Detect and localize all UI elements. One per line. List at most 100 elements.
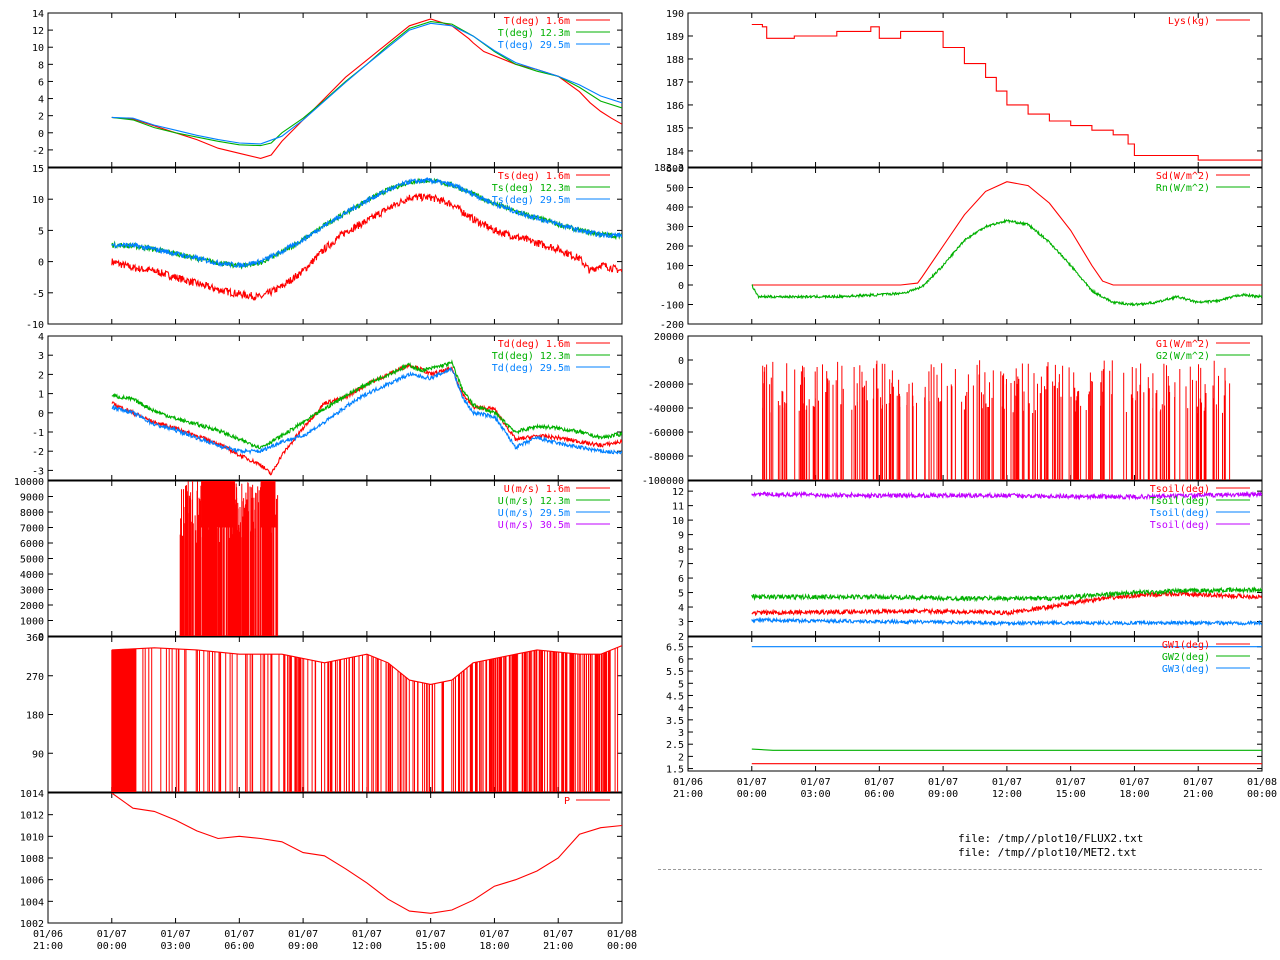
- panel-lys: 183.3 184 185 186 187 188 189 190 Lys(kg): [654, 9, 1263, 174]
- y-tick-label: 7: [678, 560, 684, 571]
- y-tick-label: -5: [32, 289, 44, 300]
- x-tick-label-time: 00:00: [1247, 789, 1277, 800]
- y-tick-label: 200: [666, 242, 684, 253]
- legend-label: Tsoil(deg): [1150, 508, 1210, 519]
- y-tick-label: 0: [38, 409, 44, 420]
- x-tick-label-time: 12:00: [352, 941, 382, 952]
- x-tick-label-time: 15:00: [416, 941, 446, 952]
- y-tick-label: 5.5: [666, 667, 684, 678]
- y-tick-label: -40000: [648, 404, 684, 415]
- legend-label: U(m/s) 12.3m: [498, 496, 570, 507]
- y-tick-label: 6000: [20, 539, 44, 550]
- plot-area: [111, 176, 622, 301]
- plot-frame: [47, 335, 623, 481]
- y-tick-label: 1012: [20, 811, 44, 822]
- y-tick-label: 2: [38, 370, 44, 381]
- x-tick-label-time: 00:00: [97, 941, 127, 952]
- y-tick-label: 8000: [20, 508, 44, 519]
- x-tick-label-time: 09:00: [928, 789, 958, 800]
- y-tick-label: 5000: [20, 555, 44, 566]
- legend-label: Lys(kg): [1168, 16, 1210, 27]
- x-tick-label-time: 03:00: [161, 941, 191, 952]
- x-tick-label-time: 06:00: [224, 941, 254, 952]
- series-line: [111, 18, 622, 159]
- y-tick-label: 0: [38, 258, 44, 269]
- y-tick-label: 185: [666, 124, 684, 135]
- legend-label: Sd(W/m^2): [1156, 171, 1210, 182]
- panel-pres: 1002 1004 1006 1008 1010 1012 1014 P: [20, 789, 623, 930]
- series-line: [111, 362, 622, 476]
- legend-label: GW2(deg): [1162, 652, 1210, 663]
- y-tick-label: 2: [678, 752, 684, 763]
- legend-label: Tsoil(deg): [1150, 484, 1210, 495]
- x-tick-label-time: 18:00: [479, 941, 509, 952]
- y-tick-label: 187: [666, 78, 684, 89]
- y-tick-label: 2.5: [666, 740, 684, 751]
- y-tick-label: 3: [678, 618, 684, 629]
- legend-label: U(m/s) 1.6m: [504, 484, 570, 495]
- y-tick-label: 14: [32, 9, 44, 20]
- y-tick-label: 183.3: [654, 163, 684, 174]
- x-tick-label-time: 06:00: [864, 789, 894, 800]
- y-tick-label: 10000: [14, 477, 44, 488]
- x-tick-label-date: 01/07: [97, 929, 127, 940]
- x-tick-label-date: 01/07: [928, 777, 958, 788]
- legend-label: Ts(deg) 12.3m: [492, 183, 570, 194]
- plot-area: [762, 360, 1231, 480]
- y-tick-label: 4000: [20, 570, 44, 581]
- y-tick-label: 6: [678, 655, 684, 666]
- y-tick-label: 186: [666, 101, 684, 112]
- x-tick-label-date: 01/08: [607, 929, 637, 940]
- legend-label: GW1(deg): [1162, 640, 1210, 651]
- series-line: [111, 359, 622, 450]
- y-tick-label: 2: [678, 632, 684, 643]
- x-tick-label-date: 01/07: [161, 929, 191, 940]
- x-tick-label-date: 01/07: [352, 929, 382, 940]
- plot-area: [111, 359, 622, 476]
- y-tick-label: 12: [672, 487, 684, 498]
- y-tick-label: 270: [26, 672, 44, 683]
- file-label-met: file: /tmp//plot10/MET2.txt: [958, 846, 1137, 859]
- series-line: [751, 616, 1262, 627]
- y-tick-label: 10: [32, 195, 44, 206]
- x-tick-label-date: 01/06: [673, 777, 703, 788]
- x-tick-label-date: 01/06: [33, 929, 63, 940]
- x-tick-label-time: 21:00: [1183, 789, 1213, 800]
- y-tick-label: -100: [660, 301, 684, 312]
- plot-area: [751, 181, 1262, 307]
- y-tick-label: 9000: [20, 493, 44, 504]
- y-tick-label: -2: [32, 146, 44, 157]
- series-line: [751, 218, 1262, 307]
- x-tick-label-date: 01/07: [224, 929, 254, 940]
- x-tick-label-date: 01/07: [288, 929, 318, 940]
- series-spikes: [179, 481, 279, 636]
- legend-label: Td(deg) 1.6m: [498, 339, 570, 350]
- y-tick-label: 15: [32, 164, 44, 175]
- x-tick-label-date: 01/07: [1119, 777, 1149, 788]
- y-tick-label: 3: [678, 728, 684, 739]
- y-tick-label: 2000: [20, 601, 44, 612]
- x-tick-label-time: 00:00: [737, 789, 767, 800]
- plot-area: [111, 793, 622, 914]
- y-tick-label: 1014: [20, 789, 44, 800]
- x-tick-label-date: 01/07: [543, 929, 573, 940]
- series-block: [260, 481, 276, 528]
- y-tick-label: 188: [666, 55, 684, 66]
- series-line: [751, 23, 1262, 161]
- x-tick-label-time: 18:00: [1119, 789, 1149, 800]
- y-tick-label: 184: [666, 147, 684, 158]
- x-tick-label-date: 01/07: [801, 777, 831, 788]
- y-tick-label: 189: [666, 32, 684, 43]
- y-tick-label: 1010: [20, 832, 44, 843]
- legend-label: U(m/s) 30.5m: [498, 520, 570, 531]
- legend-label: Td(deg) 12.3m: [492, 351, 570, 362]
- y-tick-label: 1000: [20, 617, 44, 628]
- panel-temp: -2 0 2 4 6 8 10 12 14 T(deg) 1.6mT(deg) 12.3mT(de…: [32, 9, 623, 168]
- x-tick-label-time: 03:00: [801, 789, 831, 800]
- series-line: [111, 192, 622, 301]
- y-tick-label: -60000: [648, 428, 684, 439]
- plot-frame: [687, 480, 1263, 637]
- y-tick-label: 10: [32, 43, 44, 54]
